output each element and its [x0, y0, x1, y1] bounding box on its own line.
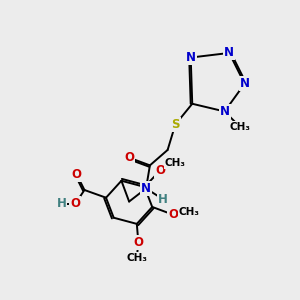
Text: O: O [72, 168, 82, 181]
Text: H: H [158, 193, 168, 206]
Text: CH₃: CH₃ [126, 253, 147, 263]
Text: CH₃: CH₃ [165, 158, 186, 168]
Text: N: N [220, 105, 230, 118]
Text: N: N [141, 182, 151, 195]
Text: N: N [240, 77, 250, 90]
Text: N: N [186, 51, 196, 64]
Text: O: O [134, 236, 143, 249]
Text: S: S [171, 118, 180, 131]
Text: CH₃: CH₃ [179, 207, 200, 217]
Text: O: O [70, 197, 80, 210]
Text: O: O [124, 151, 134, 164]
Text: N: N [224, 46, 234, 59]
Text: CH₃: CH₃ [230, 122, 250, 132]
Text: O: O [168, 208, 178, 221]
Text: H: H [56, 197, 66, 210]
Text: O: O [155, 164, 165, 177]
